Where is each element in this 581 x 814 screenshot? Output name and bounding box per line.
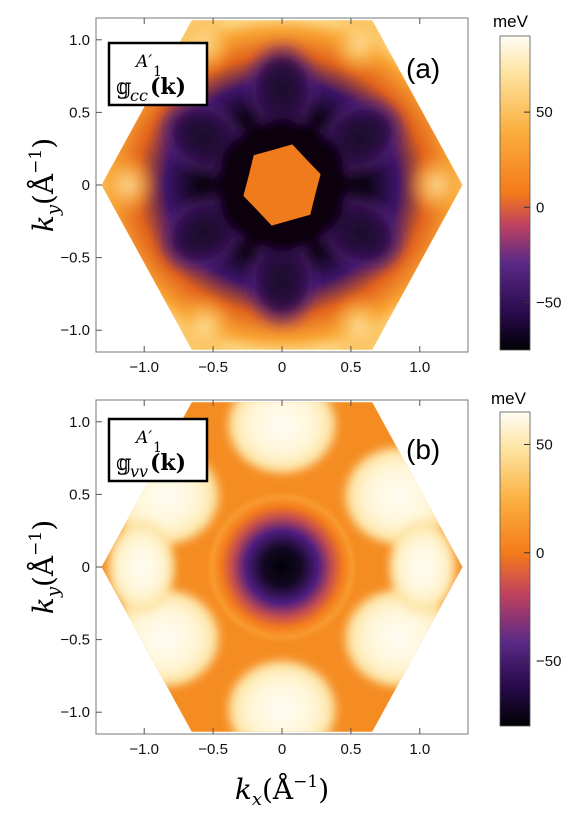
panel-a: 1.0 0.5 0 −0.5 −1.0 −1.0 −0.5 0 0.5 1.0 (a) 𝕘 cc… (26, 12, 561, 376)
x-axis-a: −1.0 −0.5 0 0.5 1.0 (129, 18, 430, 376)
ylabel-b-unit: (Å (27, 555, 60, 587)
heatmap-b-core (206, 491, 358, 643)
ylabel-a-symbol: k (27, 215, 60, 232)
colorbar-tick-label: 50 (536, 436, 553, 453)
ylabel-a-close: ) (27, 138, 60, 149)
svg-text:ky(Å−1): ky(Å−1) (26, 520, 64, 614)
heatmap-a-petal (242, 39, 322, 139)
colorbar-a-unit: meV (493, 12, 529, 31)
heatmap-a-bright-regions (101, 20, 463, 350)
y-axis-label-a: ky(Å−1) (26, 138, 64, 232)
panel-label-b: (b) (406, 434, 440, 465)
xlabel-unit: (Å (262, 773, 294, 806)
y-tick-label: 1.0 (69, 414, 90, 431)
y-tick-label: 0.5 (69, 486, 90, 503)
heatmap-a-bright-patch (174, 293, 236, 350)
colorbar-tick-label: −50 (536, 294, 561, 311)
y-axis-b: 1.0 0.5 0 −0.5 −1.0 (60, 414, 102, 721)
colorbar-b-ticks: 50 0 −50 (524, 436, 561, 670)
heatmap-a-center-blob (243, 144, 321, 226)
colorbar-a-ticks: 50 0 −50 (524, 104, 561, 311)
legend-a-subscript: cc (130, 86, 148, 105)
legend-b-argument: (k) (150, 450, 186, 476)
y-tick-label: −1.0 (60, 322, 90, 339)
legend-a-superscript-index: 1 (153, 64, 162, 80)
x-tick-label: 1.0 (409, 741, 430, 758)
legend-b-symbol: 𝕘 (116, 451, 131, 476)
heatmap-b-bright-cell (224, 657, 340, 732)
heatmap-a-bright-patch (328, 20, 390, 77)
colorbar-a-bar (499, 35, 531, 351)
svg-text:kx(Å−1): kx(Å−1) (235, 772, 329, 810)
colorbar-b-unit: meV (491, 389, 527, 408)
x-tick-label: −1.0 (129, 359, 159, 376)
x-tick-label: 0.5 (340, 359, 361, 376)
ylabel-a-unit: (Å (27, 173, 60, 205)
xlabel-exponent: −1 (293, 772, 318, 792)
xlabel-close: ) (318, 773, 329, 806)
ylabel-b-close: ) (27, 520, 60, 531)
x-tick-label: −0.5 (198, 741, 228, 758)
ylabel-a-exponent: −1 (26, 149, 46, 174)
panel-b: 1.0 0.5 0 −0.5 −1.0 −1.0 −0.5 0 0.5 1.0 (b) 𝕘 vv… (26, 389, 561, 810)
y-tick-label: 0 (82, 177, 90, 194)
heatmap-a-petal (242, 231, 322, 331)
y-tick-label: −1.0 (60, 704, 90, 721)
legend-b-superscript-index: 1 (153, 440, 162, 456)
heatmap-a-bright-patch (328, 293, 390, 350)
colorbar-tick-label: 0 (536, 199, 544, 216)
x-axis-b: −1.0 −0.5 0 0.5 1.0 (129, 400, 430, 758)
x-tick-label: 0.5 (340, 741, 361, 758)
colorbar-tick-label: −50 (536, 653, 561, 670)
x-tick-label: −1.0 (129, 741, 159, 758)
legend-box-b: 𝕘 vv A′ 1 (k) (107, 417, 209, 483)
heatmap-b-bright-cell (386, 517, 459, 617)
heatmap-b-bright-cell (224, 402, 340, 477)
ylabel-b-exponent: −1 (26, 531, 46, 556)
heatmap-b-bright-cell (105, 517, 178, 617)
x-tick-label: 0 (278, 741, 286, 758)
y-tick-label: 0.5 (69, 104, 90, 121)
x-axis-label-b: kx(Å−1) (235, 772, 329, 810)
xlabel-subscript: x (252, 789, 262, 810)
y-axis-a: 1.0 0.5 0 −0.5 −1.0 (60, 32, 102, 339)
heatmap-a-bright-patch (101, 153, 158, 217)
heatmap-b-cells (105, 402, 459, 732)
colorbar-b: meV 50 0 −50 (491, 389, 561, 727)
svg-text:ky(Å−1): ky(Å−1) (26, 138, 64, 232)
xlabel-symbol: k (235, 773, 252, 806)
x-tick-label: −0.5 (198, 359, 228, 376)
colorbar-tick-label: 50 (536, 104, 553, 121)
legend-b-superscript: A′ (134, 428, 152, 448)
ylabel-b-symbol: k (27, 597, 60, 614)
heatmap-a-center (243, 144, 321, 226)
legend-b-subscript: vv (130, 462, 148, 481)
legend-box-b-frame (107, 417, 209, 483)
colorbar-b-bar (499, 411, 531, 727)
heatmap-b-dark-core (206, 491, 358, 643)
legend-a-symbol: 𝕘 (116, 75, 131, 100)
ylabel-b-subscript: y (43, 586, 64, 598)
legend-box-a: 𝕘 cc A′ 1 (k) (107, 41, 209, 107)
ylabel-a-subscript: y (43, 204, 64, 216)
y-tick-label: 1.0 (69, 32, 90, 49)
panel-label-a: (a) (406, 53, 440, 84)
y-tick-label: 0 (82, 559, 90, 576)
x-tick-label: 0 (278, 359, 286, 376)
colorbar-a: meV 50 0 −50 (493, 12, 561, 351)
colorbar-tick-label: 0 (536, 545, 544, 562)
y-axis-label-b: ky(Å−1) (26, 520, 64, 614)
legend-a-superscript: A′ (134, 52, 152, 72)
y-tick-label: −0.5 (60, 250, 90, 267)
heatmap-a-bright-patch (406, 153, 463, 217)
y-tick-label: −0.5 (60, 632, 90, 649)
legend-a-argument: (k) (150, 74, 186, 100)
legend-box-a-frame (107, 41, 209, 107)
x-tick-label: 1.0 (409, 359, 430, 376)
